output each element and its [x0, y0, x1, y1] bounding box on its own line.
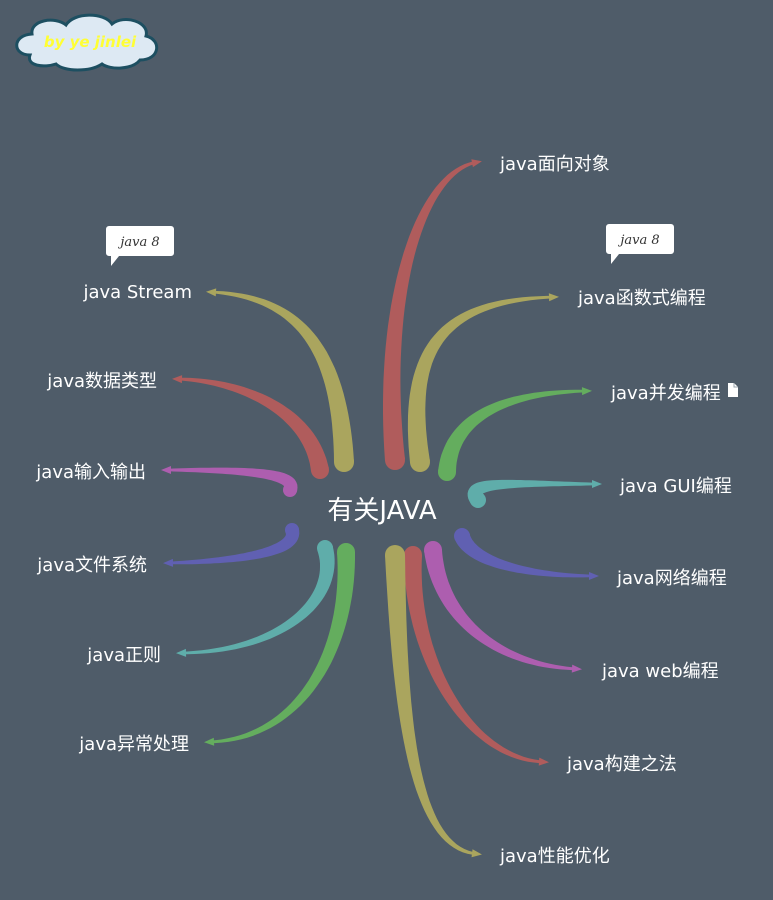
branch[interactable]: java数据类型: [46, 371, 329, 479]
branch-connector: [176, 377, 329, 472]
branch-label[interactable]: java面向对象: [499, 154, 610, 175]
branch-label[interactable]: java网络编程: [616, 568, 727, 589]
branch-label[interactable]: java性能优化: [499, 846, 610, 867]
attachment-icon[interactable]: [728, 383, 738, 397]
branch-connector: [424, 549, 579, 671]
branch-connector: [385, 554, 479, 856]
note-text: java 8: [617, 233, 659, 248]
branch-label[interactable]: java数据类型: [46, 371, 157, 392]
branch-connector: [407, 295, 555, 464]
branch-connector: [438, 389, 588, 473]
central-topic[interactable]: 有关JAVA: [327, 496, 436, 526]
branch[interactable]: java输入输出: [35, 462, 298, 497]
arrowhead-icon: [471, 159, 482, 168]
branch[interactable]: java并发编程: [438, 383, 738, 481]
branches: java面向对象 java函数式编程 java 8 java并发编程 java GUI编…: [35, 154, 738, 867]
callout-bubble: [606, 224, 674, 264]
arrowhead-icon: [204, 737, 215, 746]
branch-connector: [454, 533, 595, 578]
cloud-shape: [15, 13, 158, 72]
branch[interactable]: java web编程: [424, 541, 719, 682]
branch-label[interactable]: java Stream: [82, 282, 192, 303]
branch-label[interactable]: java文件系统: [36, 555, 147, 576]
document-icon: [728, 383, 738, 397]
branch-connector: [165, 467, 298, 493]
arrowhead-icon: [588, 571, 599, 580]
branch-connector: [209, 290, 354, 463]
branch[interactable]: java网络编程: [454, 528, 727, 589]
arrowhead-icon: [571, 664, 582, 673]
callout-bubble: [106, 226, 174, 266]
branch[interactable]: java面向对象: [383, 154, 610, 470]
branch-connector: [404, 554, 545, 764]
arrowhead-icon: [538, 757, 549, 766]
arrowhead-icon: [581, 387, 592, 396]
branch[interactable]: java正则: [86, 540, 335, 666]
branch-label[interactable]: java函数式编程: [577, 288, 706, 309]
arrowhead-icon: [471, 849, 482, 858]
branch-label[interactable]: java正则: [86, 645, 161, 666]
author-badge: by ye jinlei: [15, 13, 158, 72]
branch-label[interactable]: java输入输出: [35, 462, 146, 483]
branch-connector: [208, 551, 355, 744]
branch-connector: [383, 160, 479, 461]
branch-label[interactable]: java web编程: [601, 661, 719, 682]
arrowhead-icon: [591, 479, 602, 488]
arrowhead-icon: [548, 293, 559, 302]
branch-label[interactable]: java构建之法: [566, 754, 677, 775]
branch[interactable]: java Stream java 8: [82, 226, 354, 472]
branch-label[interactable]: java异常处理: [78, 734, 189, 755]
branch-label[interactable]: java GUI编程: [619, 476, 732, 497]
note-callout[interactable]: java 8: [106, 226, 174, 266]
arrowhead-icon: [163, 558, 174, 567]
note-callout[interactable]: java 8: [606, 224, 674, 264]
arrowhead-icon: [161, 466, 172, 475]
branch[interactable]: java异常处理: [78, 543, 355, 755]
branch-connector: [167, 528, 300, 565]
arrowhead-icon: [206, 288, 217, 297]
branch-label[interactable]: java并发编程: [610, 383, 721, 404]
branch-connector: [467, 479, 598, 506]
arrowhead-icon: [176, 648, 187, 657]
branch-connector: [180, 545, 335, 655]
branch[interactable]: java文件系统: [36, 523, 300, 576]
document-fold-icon: [733, 383, 738, 388]
arrowhead-icon: [172, 375, 183, 384]
branch[interactable]: java性能优化: [385, 545, 610, 867]
branch[interactable]: java GUI编程: [467, 476, 732, 508]
branch[interactable]: java函数式编程 java 8: [407, 224, 706, 472]
note-text: java 8: [117, 235, 159, 250]
badge-text: by ye jinlei: [44, 33, 137, 51]
branch[interactable]: java构建之法: [404, 546, 677, 775]
